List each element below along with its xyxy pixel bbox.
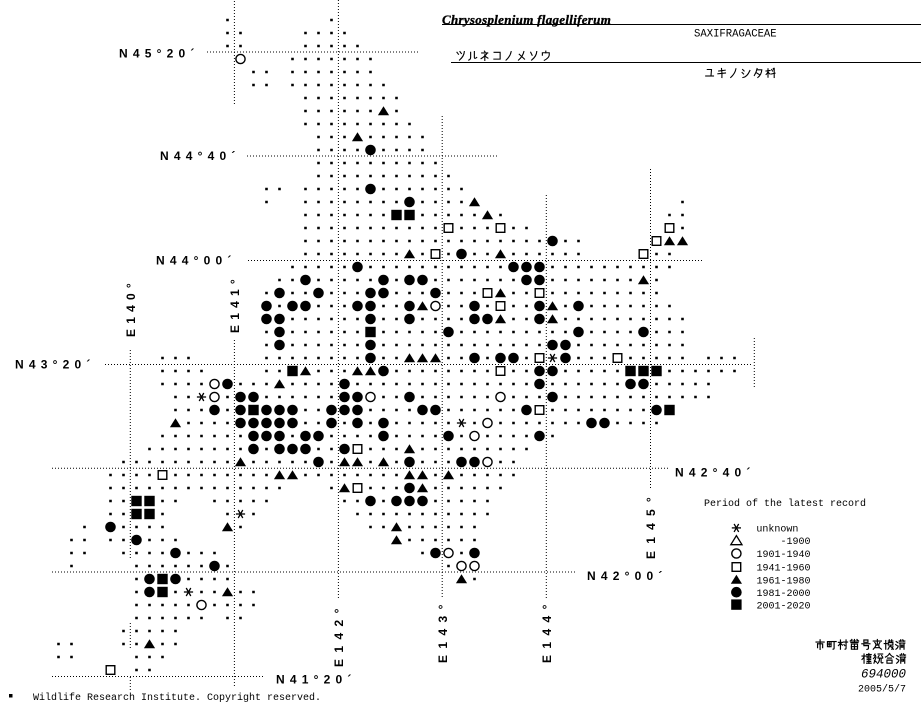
svg-text:Wildlife Research Institute. C: Wildlife Research Institute. Copyright r… bbox=[33, 692, 321, 703]
svg-text:-1900: -1900 bbox=[780, 537, 810, 548]
svg-text:N44°40´: N44°40´ bbox=[160, 149, 241, 163]
svg-text:2001-2020: 2001-2020 bbox=[756, 602, 810, 613]
svg-text:N42°40´: N42°40´ bbox=[675, 466, 756, 480]
svg-text:N44°00´: N44°00´ bbox=[156, 254, 237, 268]
svg-text:E143°: E143° bbox=[436, 598, 450, 663]
svg-text:unknown: unknown bbox=[756, 524, 798, 536]
svg-text:N42°00´: N42°00´ bbox=[587, 569, 668, 583]
svg-text:1901-1940: 1901-1940 bbox=[756, 550, 810, 561]
svg-text:1941-1960: 1941-1960 bbox=[756, 564, 810, 575]
svg-text:E140°: E140° bbox=[124, 278, 138, 337]
svg-text:Chrysosplenium flagelliferum: Chrysosplenium flagelliferum bbox=[442, 12, 611, 27]
svg-text:E142°: E142° bbox=[332, 602, 346, 667]
svg-text:SAXIFRAGACEAE: SAXIFRAGACEAE bbox=[694, 29, 777, 41]
svg-text:E141°: E141° bbox=[228, 274, 242, 333]
svg-text:N43°20´: N43°20´ bbox=[15, 358, 96, 372]
svg-text:1961-1980: 1961-1980 bbox=[756, 576, 810, 587]
svg-text:N41°20´: N41°20´ bbox=[276, 673, 357, 687]
svg-text:Period of the latest record: Period of the latest record bbox=[704, 498, 866, 510]
svg-text:694000: 694000 bbox=[861, 668, 907, 682]
svg-text:N45°20´: N45°20´ bbox=[119, 47, 200, 61]
svg-text:2005/5/7: 2005/5/7 bbox=[858, 684, 906, 696]
svg-text:E144°: E144° bbox=[540, 598, 554, 663]
svg-text:E145°: E145° bbox=[644, 490, 658, 559]
svg-text:1981-2000: 1981-2000 bbox=[756, 589, 810, 600]
